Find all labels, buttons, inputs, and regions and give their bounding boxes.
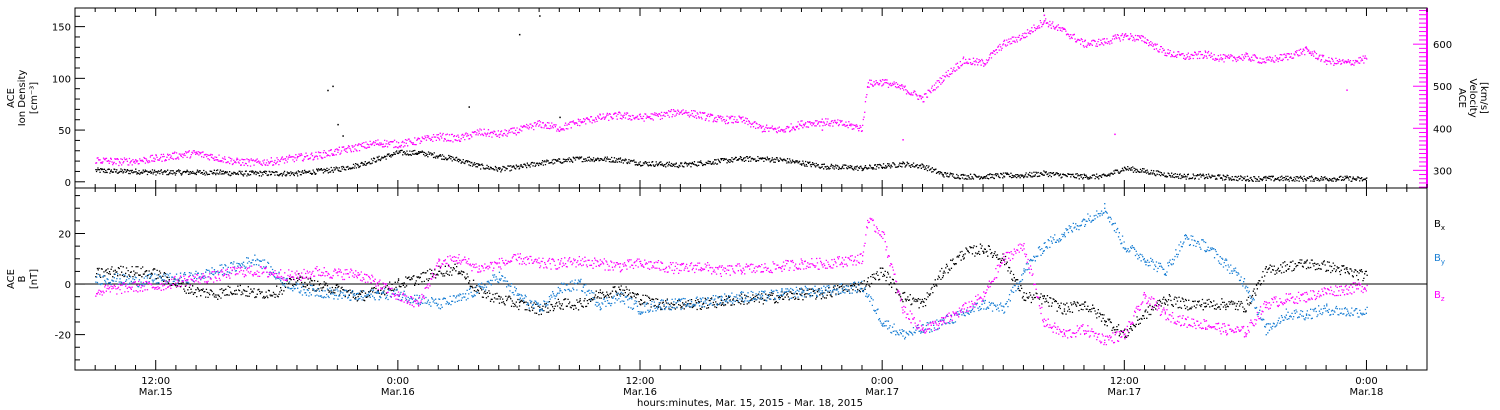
- time-tick-label: 12:00: [626, 376, 655, 387]
- date-tick-label: Mar.17: [865, 387, 899, 398]
- density-tick-label: 150: [52, 23, 71, 34]
- density-axis-ticks: 0 50 100 150: [52, 15, 85, 189]
- date-tick-label: Mar.18: [1350, 387, 1384, 398]
- plasma-panel: 0 50 100 150 300 400 500 600 ACE Ion Density […: [6, 7, 1489, 189]
- density-points: [95, 149, 1368, 183]
- field-series-y: [95, 203, 1368, 340]
- time-tick-label: 12:00: [1110, 376, 1139, 387]
- velocity-spike: [1043, 14, 1046, 17]
- density-tick-label: 0: [65, 178, 71, 189]
- velocity-spike: [821, 129, 824, 131]
- field-tick-label: 0: [65, 280, 71, 291]
- velocity-axis-label-2: Velocity: [1467, 78, 1478, 117]
- time-axis-ticks: 12:00Mar.150:00Mar.1612:00Mar.160:00Mar.…: [94, 8, 1428, 398]
- field-axis-label-2: B: [17, 275, 28, 282]
- density-spike: [332, 85, 334, 88]
- legend-entry-y: By: [1434, 253, 1445, 266]
- density-series: [95, 15, 1368, 183]
- magnetic-panel-frame: [74, 187, 1428, 371]
- date-tick-label: Mar.16: [623, 387, 657, 398]
- time-tick-label: 0:00: [1355, 376, 1377, 387]
- density-spike: [559, 116, 561, 119]
- velocity-spike: [902, 139, 904, 141]
- field-axis-ticks: -20 0 20: [55, 195, 85, 361]
- velocity-axis-ticks: 300 400 500 600: [1413, 8, 1452, 188]
- legend-entry-x: Bx: [1434, 219, 1445, 232]
- date-tick-label: Mar.15: [139, 387, 173, 398]
- time-tick-label: 0:00: [871, 376, 893, 387]
- field-series: [95, 203, 1368, 346]
- velocity-tick-label: 400: [1433, 124, 1452, 135]
- velocity-points: [95, 18, 1368, 167]
- date-tick-label: Mar.17: [1107, 387, 1141, 398]
- density-axis-label-2: Ion Density: [17, 70, 28, 127]
- velocity-spike: [1346, 89, 1348, 91]
- density-spike: [337, 123, 339, 126]
- density-spike: [342, 135, 344, 137]
- field-tick-label: 20: [58, 230, 71, 241]
- field-series-x: [95, 243, 1368, 338]
- density-spike: [327, 89, 329, 92]
- velocity-series: [95, 14, 1368, 167]
- density-spike: [468, 106, 470, 108]
- density-tick-label: 50: [58, 126, 71, 137]
- velocity-tick-label: 500: [1433, 82, 1452, 93]
- velocity-spike: [1114, 133, 1116, 136]
- velocity-tick-label: 300: [1433, 166, 1452, 177]
- time-tick-label: 12:00: [141, 376, 170, 387]
- density-axis-label-3: [cm⁻³]: [29, 82, 40, 114]
- field-series-z: [95, 217, 1368, 346]
- magnetic-panel: -20 0 20 Bx By Bz ACE B [nT]: [6, 187, 1445, 371]
- density-spike: [518, 33, 521, 36]
- velocity-tick-label: 600: [1433, 40, 1452, 51]
- velocity-axis-label-3: [km/s]: [1478, 82, 1489, 114]
- legend-entry-z: Bz: [1434, 290, 1445, 303]
- time-tick-label: 0:00: [387, 376, 409, 387]
- density-axis-label-1: ACE: [6, 88, 17, 108]
- density-spike: [539, 15, 541, 17]
- field-tick-label: -20: [55, 331, 71, 342]
- date-tick-label: Mar.16: [381, 387, 415, 398]
- field-axis-label-3: [nT]: [29, 269, 40, 289]
- time-axis-caption: hours:minutes, Mar. 15, 2015 - Mar. 18, …: [637, 398, 863, 409]
- field-axis-label-1: ACE: [6, 269, 17, 289]
- density-tick-label: 100: [52, 74, 71, 85]
- velocity-axis-label-1: ACE: [1456, 88, 1467, 108]
- field-legend: Bx By Bz: [1434, 219, 1445, 303]
